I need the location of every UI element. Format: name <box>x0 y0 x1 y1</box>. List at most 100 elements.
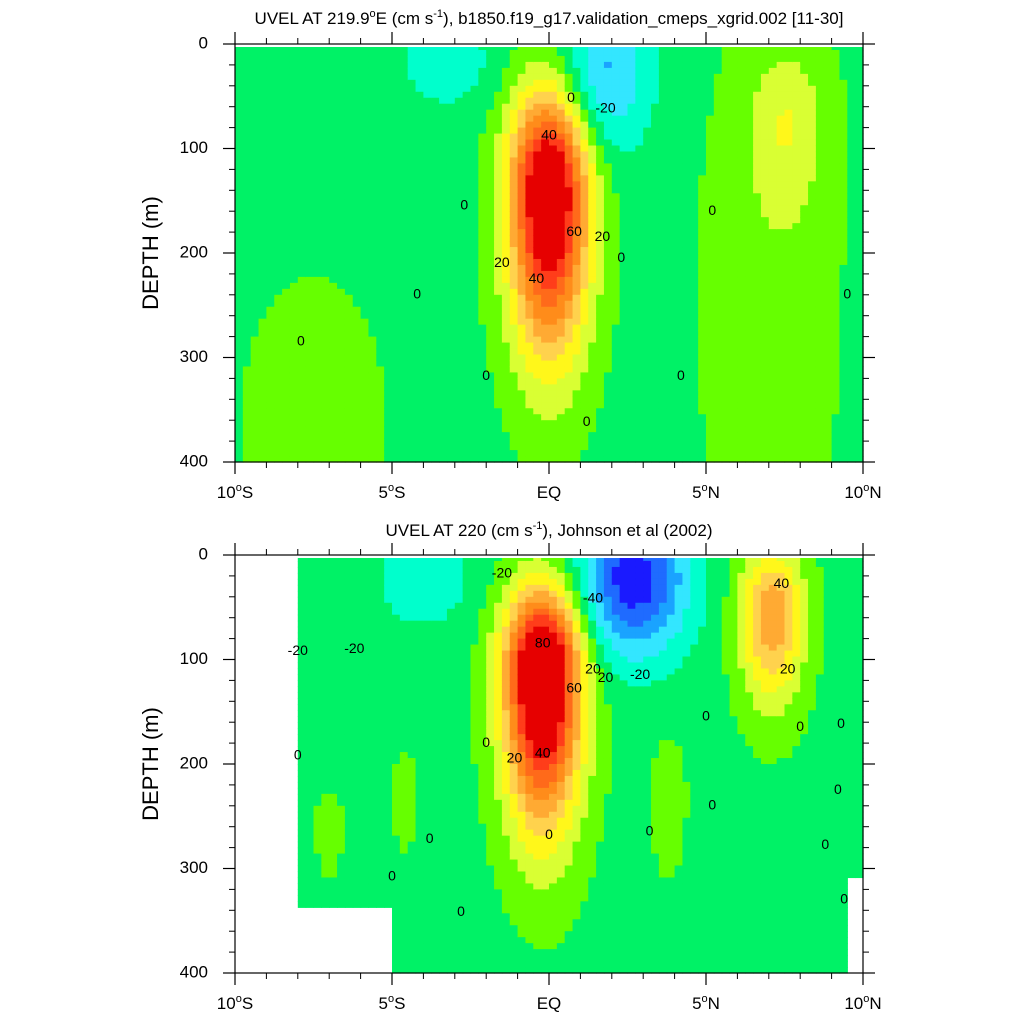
contour-cell <box>509 294 519 302</box>
contour-cell <box>258 420 267 427</box>
contour-cell <box>792 127 801 135</box>
contour-cell <box>564 169 574 176</box>
contour-cell <box>768 187 778 194</box>
contour-cell <box>549 438 558 445</box>
contour-cell <box>486 55 495 63</box>
contour-cell <box>462 139 472 147</box>
contour-cell <box>682 121 691 129</box>
contour-cell <box>643 79 652 87</box>
contour-cell <box>651 235 660 242</box>
contour-cell <box>494 175 503 182</box>
contour-cell <box>698 73 707 81</box>
contour-cell <box>407 420 417 427</box>
contour-cell <box>305 282 315 290</box>
contour-cell <box>439 282 448 290</box>
contour-cell <box>729 258 738 266</box>
contour-cell <box>494 253 503 260</box>
contour-cell <box>501 44 511 51</box>
contour-cell <box>305 312 315 320</box>
contour-cell <box>235 276 244 284</box>
contour-cell <box>470 390 479 397</box>
contour-cell <box>643 253 652 260</box>
contour-cell <box>242 133 252 141</box>
contour-cell <box>313 324 322 332</box>
contour-cell <box>235 324 244 332</box>
contour-cell <box>478 121 487 129</box>
contour-cell <box>352 133 362 141</box>
contour-cell <box>596 223 605 230</box>
contour-cell <box>337 420 346 427</box>
contour-cell <box>282 121 291 129</box>
contour-cell <box>392 366 401 374</box>
contour-cell <box>235 444 244 451</box>
contour-cell <box>603 456 613 463</box>
contour-cell <box>439 91 448 99</box>
contour-cell <box>596 205 605 212</box>
contour-cell <box>603 169 613 176</box>
contour-cell <box>784 97 793 105</box>
contour-cell <box>478 49 487 57</box>
contour-cell <box>415 270 424 278</box>
contour-cell <box>509 354 519 362</box>
contour-cell <box>478 205 487 212</box>
contour-cell <box>674 193 684 200</box>
contour-cell <box>525 205 534 212</box>
contour-cell <box>423 49 432 57</box>
contour-cell <box>258 276 267 284</box>
contour-cell <box>337 300 346 308</box>
contour-cell <box>729 414 738 421</box>
contour-cell <box>368 378 377 385</box>
contour-cell <box>745 456 754 463</box>
contour-cell <box>454 312 464 320</box>
contour-cell <box>674 450 684 457</box>
contour-cell <box>792 61 801 69</box>
contour-cell <box>392 396 401 403</box>
contour-cell <box>643 127 652 135</box>
contour-cell <box>698 312 707 320</box>
contour-cell <box>776 97 786 105</box>
contour-cell <box>588 378 597 385</box>
contour-cell <box>533 444 542 451</box>
contour-cell <box>753 438 762 445</box>
contour-cell <box>415 115 424 123</box>
contour-cell <box>706 97 715 105</box>
contour-cell <box>603 187 613 194</box>
contour-cell <box>651 169 660 176</box>
contour-cell <box>627 199 636 206</box>
contour-cell <box>305 402 315 409</box>
contour-cell <box>486 127 495 135</box>
contour-cell <box>399 426 409 433</box>
contour-cell <box>698 444 707 451</box>
contour-cell <box>635 264 644 272</box>
contour-cell <box>533 115 542 123</box>
contour-cell <box>337 342 346 350</box>
contour-cell <box>235 312 244 320</box>
contour-cell <box>549 91 558 99</box>
contour-cell <box>556 426 566 433</box>
contour-cell <box>462 276 472 284</box>
contour-cell <box>729 306 738 314</box>
contour-cell <box>282 432 291 439</box>
contour-cell <box>289 288 299 296</box>
contour-cell <box>760 360 770 368</box>
contour-cell <box>745 67 754 75</box>
contour-cell <box>384 390 393 397</box>
contour-cell <box>525 193 534 200</box>
contour-cell <box>439 324 448 332</box>
contour-cell <box>478 282 487 290</box>
contour-cell <box>478 157 487 165</box>
contour-cell <box>737 67 746 75</box>
contour-cell <box>533 300 542 308</box>
contour-cell <box>454 450 464 457</box>
contour-cell <box>305 414 315 421</box>
contour-cell <box>478 211 487 218</box>
contour-cell <box>776 444 786 451</box>
contour-cell <box>768 420 778 427</box>
contour-cell <box>360 402 370 409</box>
contour-cell <box>643 456 652 463</box>
contour-cell <box>556 163 566 170</box>
contour-cell <box>289 55 299 63</box>
contour-cell <box>760 91 770 99</box>
contour-cell <box>517 79 527 87</box>
contour-cell <box>321 372 330 379</box>
